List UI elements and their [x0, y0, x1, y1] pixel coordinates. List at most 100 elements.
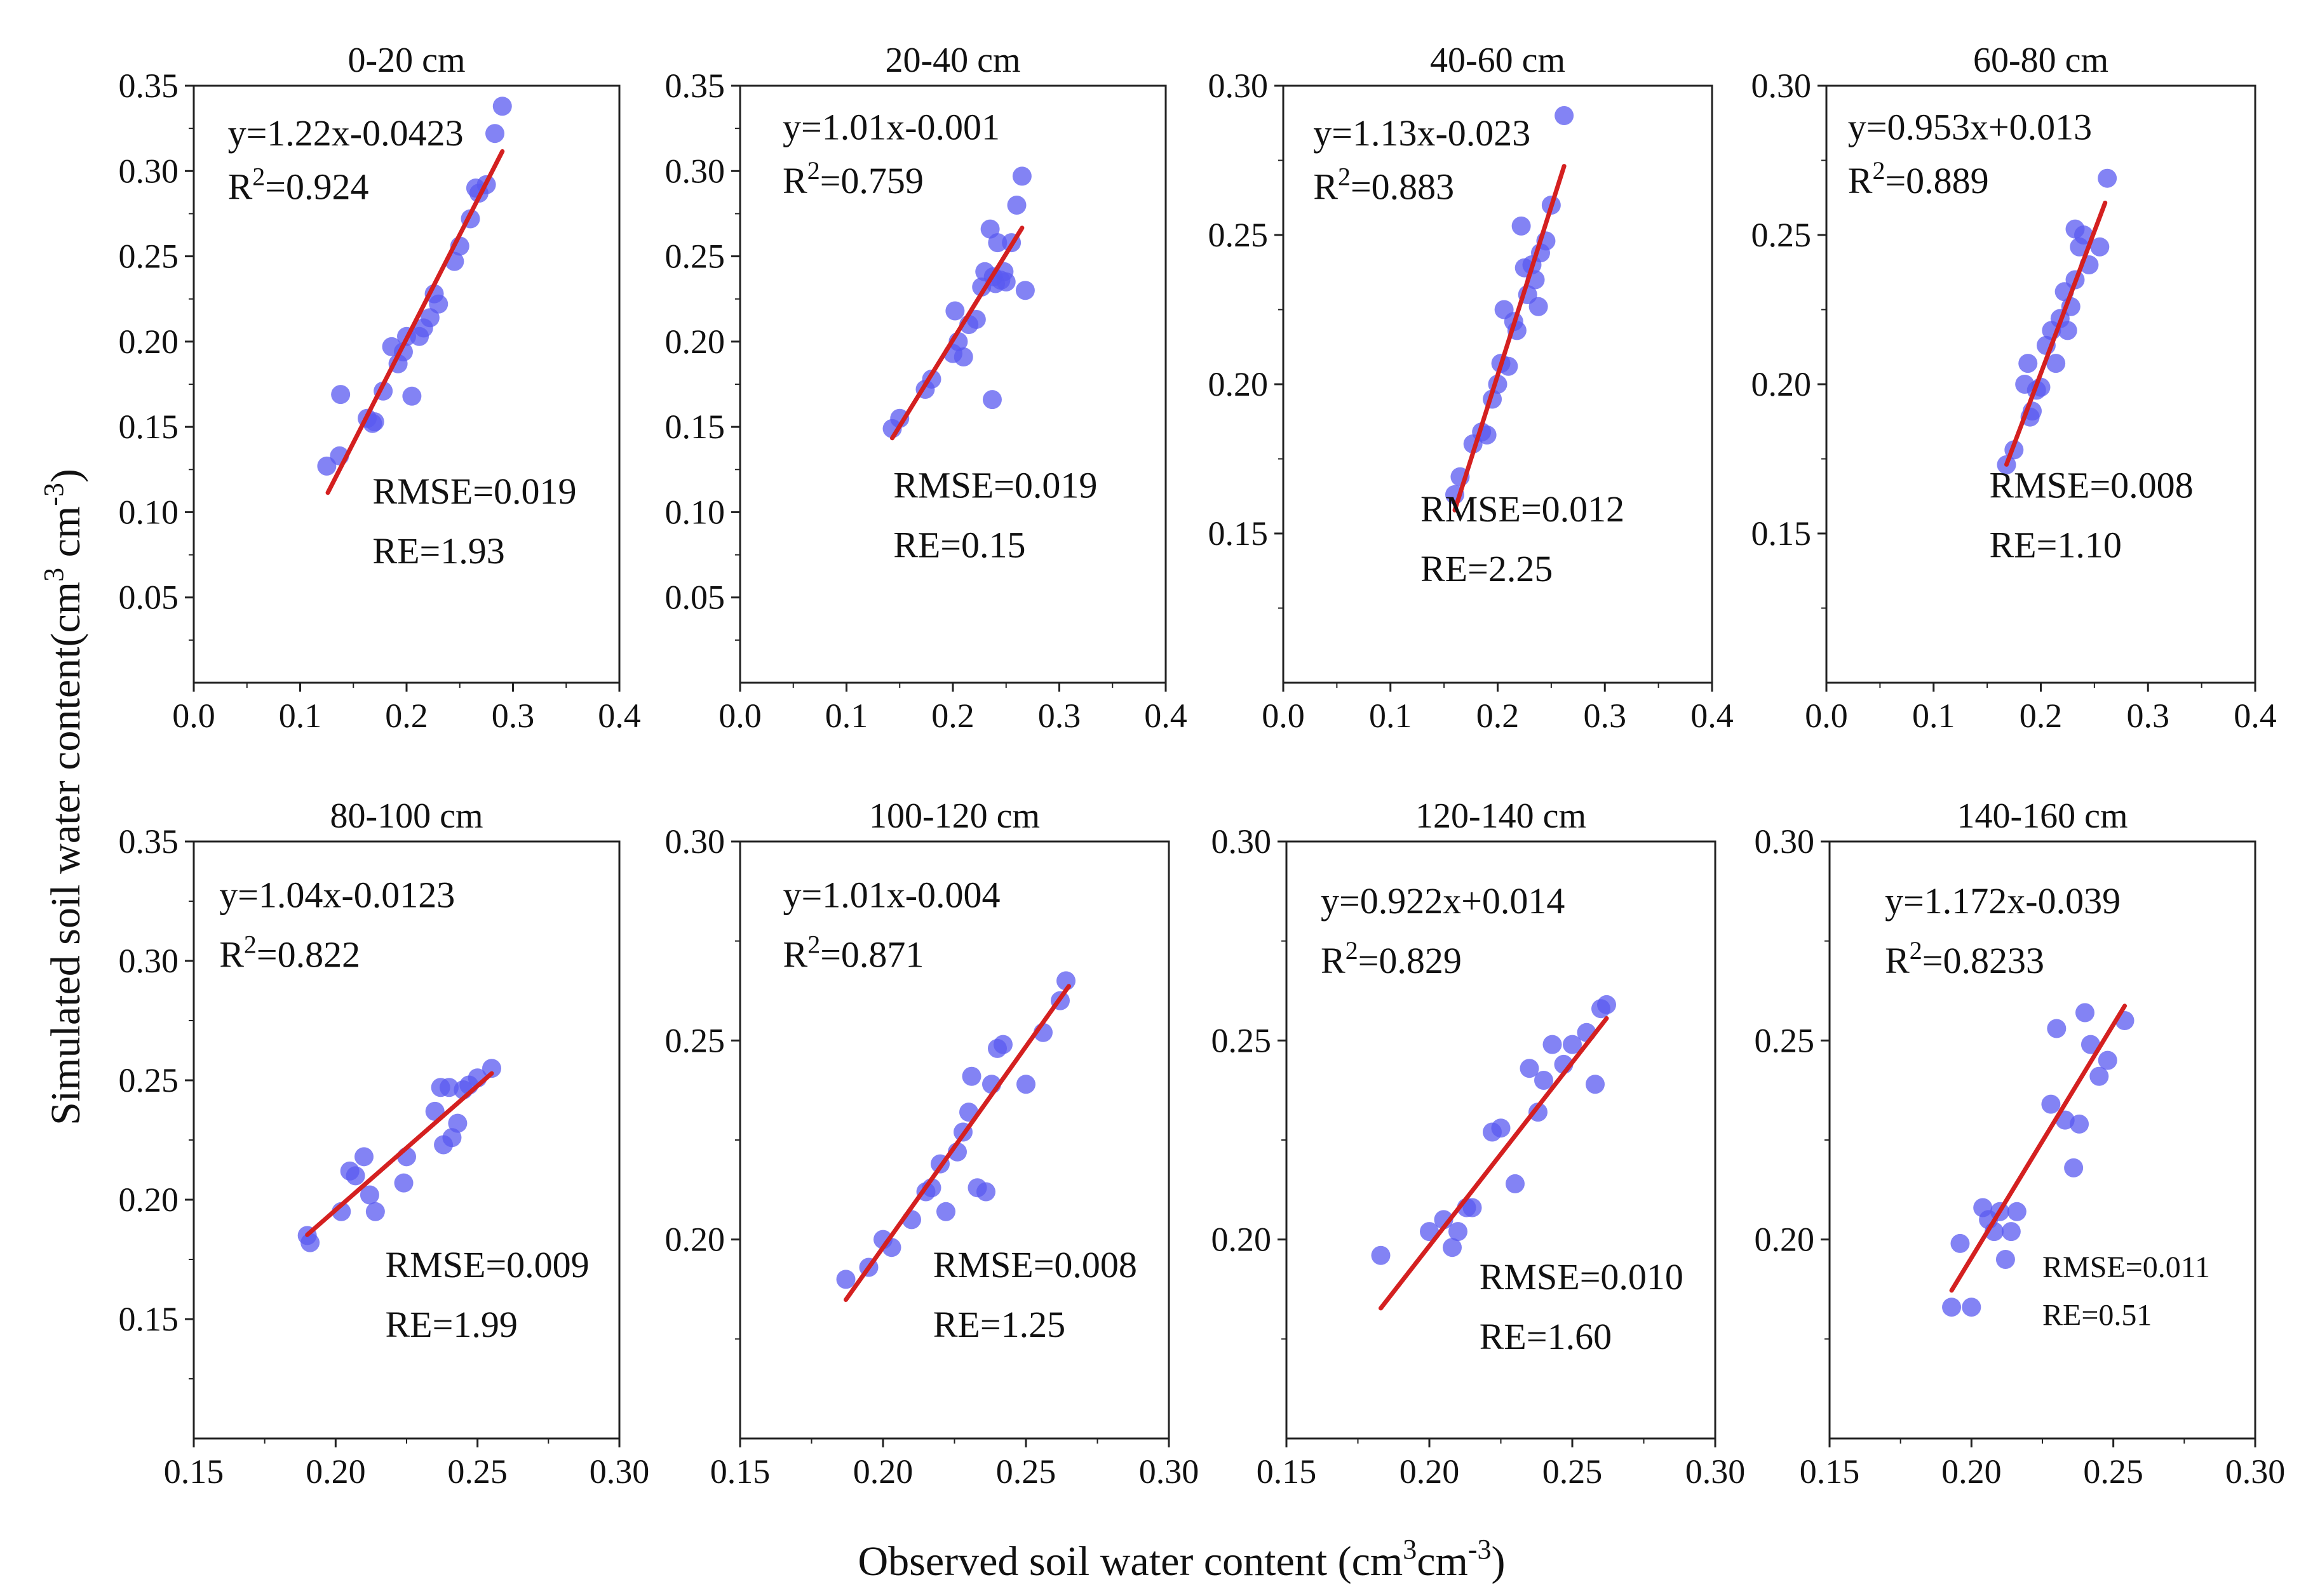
re-label: RE=1.25	[933, 1304, 1065, 1345]
x-tick-label: 0.4	[1690, 697, 1734, 735]
y-tick-label: 0.30	[1208, 67, 1269, 105]
r2-symbol: R	[1848, 160, 1873, 201]
y-tick-label: 0.10	[119, 493, 179, 531]
y-tick-label: 0.05	[665, 579, 725, 617]
r2-value: =0.871	[820, 934, 924, 975]
re-label: RE=0.51	[2042, 1298, 2152, 1332]
x-tick-label: 0.4	[1144, 697, 1187, 735]
r2-value: =0.883	[1351, 166, 1454, 208]
r2-value: =0.924	[265, 166, 368, 208]
data-point	[1462, 1198, 1482, 1217]
r2-superscript: 2	[1338, 163, 1351, 191]
x-axis-title: Observed soil water content (cm3cm-3)	[858, 1534, 1506, 1585]
x-tick-label: 0.1	[1912, 697, 1955, 735]
r2-superscript: 2	[244, 930, 257, 958]
data-point	[936, 1202, 955, 1221]
y-tick-label: 0.15	[1751, 514, 1812, 553]
panel-title: 20-40 cm	[885, 41, 1020, 80]
panel-title: 40-60 cm	[1430, 41, 1565, 80]
data-point	[1448, 1222, 1467, 1242]
x-tick-label: 0.2	[931, 697, 975, 735]
data-point	[1542, 1035, 1562, 1054]
fit-line	[1949, 1003, 2128, 1293]
equation-label: y=1.172x-0.039	[1885, 880, 2121, 922]
x-tick-label: 0.1	[825, 697, 868, 735]
r2-superscript: 2	[1910, 936, 1922, 965]
data-point	[1528, 297, 1548, 316]
re-label: RE=1.93	[372, 530, 504, 572]
data-point	[1555, 106, 1574, 125]
r2-label: R2=0.822	[219, 930, 360, 975]
panel-title: 120-140 cm	[1415, 796, 1586, 836]
x-tick-label: 0.25	[1542, 1452, 1603, 1491]
data-point	[1962, 1298, 1981, 1317]
x-tick-label: 0.20	[853, 1452, 914, 1491]
fit-line	[2004, 200, 2108, 467]
r2-symbol: R	[219, 934, 244, 975]
x-tick-label: 0.20	[1941, 1452, 2002, 1491]
r2-superscript: 2	[807, 156, 820, 185]
x-tick-label: 0.30	[2225, 1452, 2286, 1491]
rmse-label: RMSE=0.008	[933, 1244, 1137, 1285]
data-point	[429, 294, 448, 314]
r2-value: =0.829	[1358, 940, 1462, 981]
r2-label: R2=0.871	[783, 930, 924, 975]
y-tick-label: 0.30	[1755, 822, 1815, 861]
data-point	[1995, 1250, 2015, 1269]
panel-5: 80-100 cm 0.15 0.20 0.25 0.30 0.15 0.20 0.25 0.3…	[119, 796, 650, 1491]
r2-value: =0.889	[1885, 160, 1988, 201]
r2-label: R2=0.889	[1848, 156, 1989, 201]
x-tick-label: 0.15	[1257, 1452, 1317, 1491]
data-point	[1528, 1103, 1548, 1122]
y-tick-label: 0.20	[1755, 1221, 1815, 1259]
y-tick-label: 0.30	[665, 152, 725, 190]
fit-line	[1379, 1016, 1609, 1311]
y-tick-label: 0.20	[1208, 365, 1269, 403]
x-tick-label: 0.30	[590, 1452, 650, 1491]
rmse-label: RMSE=0.012	[1420, 488, 1624, 530]
data-point	[448, 1113, 468, 1133]
re-label: RE=1.10	[1990, 525, 2122, 566]
panel-4: 60-80 cm 0.0 0.1 0.2 0.3 0.4 0.15 0.20 0.25 0.30 y…	[1751, 41, 2277, 735]
r2-superscript: 2	[1872, 156, 1885, 185]
r2-symbol: R	[783, 160, 807, 201]
r2-value: =0.759	[820, 160, 924, 201]
r2-label: R2=0.883	[1313, 163, 1454, 208]
data-point	[2081, 1035, 2100, 1054]
data-point	[2007, 1202, 2027, 1221]
r2-symbol: R	[1321, 940, 1345, 981]
r2-superscript: 2	[807, 930, 820, 958]
r2-label: R2=0.759	[783, 156, 924, 201]
re-label: RE=2.25	[1420, 548, 1553, 589]
y-tick-label: 0.20	[665, 323, 725, 361]
data-point	[976, 1182, 995, 1202]
data-point	[485, 124, 505, 144]
y-tick-label: 0.10	[665, 493, 725, 531]
y-tick-label: 0.25	[1751, 216, 1812, 254]
data-point	[1942, 1298, 1962, 1317]
data-point	[966, 309, 986, 329]
y-tick-label: 0.25	[665, 1021, 725, 1059]
y-tick-label: 0.15	[119, 408, 179, 446]
x-tick-label: 0.15	[1800, 1452, 1860, 1491]
x-tick-label: 0.15	[710, 1452, 771, 1491]
rmse-label: RMSE=0.011	[2042, 1251, 2210, 1284]
fit-line	[325, 149, 505, 495]
data-point	[1506, 1174, 1525, 1193]
data-point	[945, 301, 965, 321]
r2-superscript: 2	[1345, 936, 1358, 965]
y-tick-label: 0.25	[1211, 1021, 1272, 1059]
data-point	[1012, 166, 1032, 186]
r2-symbol: R	[1885, 940, 1910, 981]
data-point	[402, 386, 422, 406]
data-point	[1371, 1245, 1391, 1265]
equation-label: y=1.01x-0.001	[783, 107, 1000, 148]
x-tick-label: 0.0	[718, 697, 762, 735]
x-tick-label: 0.20	[1399, 1452, 1460, 1491]
x-tick-label: 0.2	[385, 697, 428, 735]
y-tick-label: 0.15	[119, 1300, 179, 1338]
data-point	[354, 1147, 374, 1167]
data-point	[2064, 1158, 2084, 1177]
data-point	[300, 1233, 320, 1252]
